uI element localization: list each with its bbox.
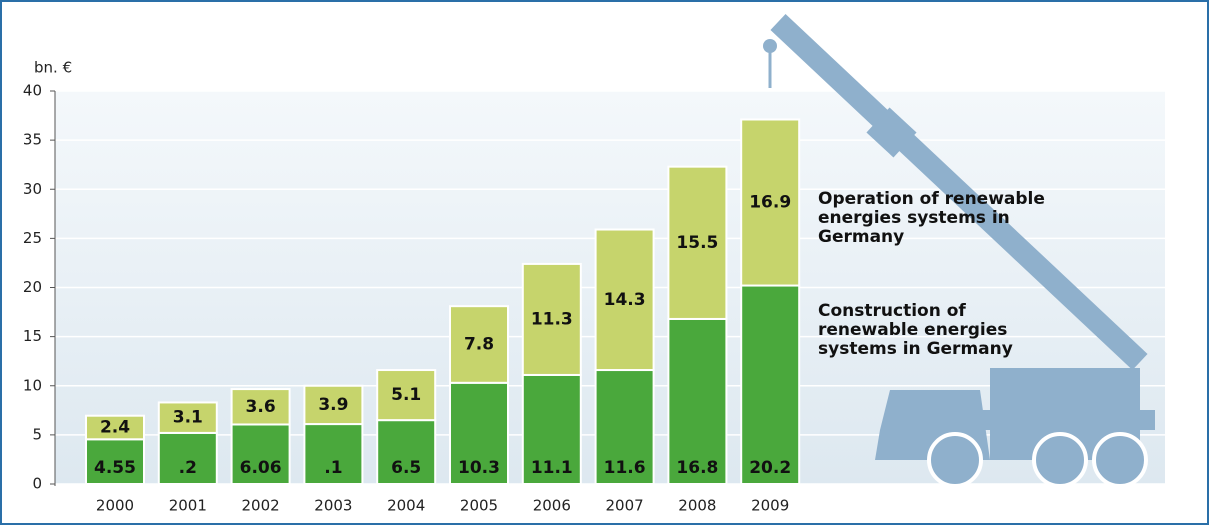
value-label: 10.3 [458,458,500,478]
bar-segment [521,373,582,486]
value-label: 20.2 [749,458,791,478]
bar-segment [667,165,728,320]
y-tick-label: 40 [23,82,42,100]
value-label: 5.1 [391,385,421,405]
value-label: 3.9 [318,395,348,415]
bar-segment [449,305,509,384]
x-tick-label: 2000 [96,497,134,515]
bar-segment [157,401,218,434]
value-label: 3.1 [173,408,203,428]
bar-segment [740,284,801,485]
bar-segment [740,118,801,287]
value-label: 3.6 [246,397,276,417]
value-label: 2.4 [100,418,130,438]
legend-construction: Construction of renewable energies syste… [818,301,1013,359]
x-tick-label: 2008 [678,497,716,515]
x-tick-label: 2001 [169,497,207,515]
value-label: 16.8 [676,458,718,478]
value-label: 16.9 [749,193,791,213]
x-tick-label: 2007 [606,497,644,515]
bar-segment [230,388,291,426]
value-label: 11.6 [604,458,646,478]
x-tick-label: 2003 [314,497,352,515]
y-tick-label: 25 [23,229,42,247]
x-tick-label: 2002 [242,497,280,515]
x-tick-label: 2009 [751,497,789,515]
y-tick-label: 35 [23,131,42,149]
value-label: 11.3 [531,309,573,329]
value-label: .2 [179,458,197,478]
value-label: 6.5 [391,458,421,478]
bar-segment [303,423,364,486]
bar-segment [303,384,364,426]
bar-segment [85,438,145,486]
value-label: 14.3 [604,290,646,310]
bar-segment [594,228,655,372]
value-label: 6.06 [240,458,282,478]
y-axis-label: bn. € [34,59,72,77]
bar-segment [667,317,728,485]
legend-operation: Operation of renewable energies systems … [818,189,1045,247]
y-tick-label: 20 [23,278,42,296]
x-tick-label: 2005 [460,497,498,515]
x-tick-label: 2004 [387,497,425,515]
value-label: 15.5 [676,233,718,253]
value-label: 4.55 [94,458,136,478]
bar-segment [85,414,145,441]
y-tick-label: 5 [32,425,42,443]
y-tick-label: 30 [23,180,42,198]
bar-segment [376,369,437,422]
y-tick-label: 10 [23,376,42,394]
y-tick-label: 0 [32,475,42,493]
crane-illustration [763,13,1155,488]
bar-segment [521,262,582,376]
value-label: 11.1 [531,458,573,478]
bar-segment [230,423,291,486]
value-label: 7.8 [464,334,494,354]
x-tick-label: 2006 [533,497,571,515]
value-label: .1 [324,458,342,478]
y-tick-label: 15 [23,327,42,345]
